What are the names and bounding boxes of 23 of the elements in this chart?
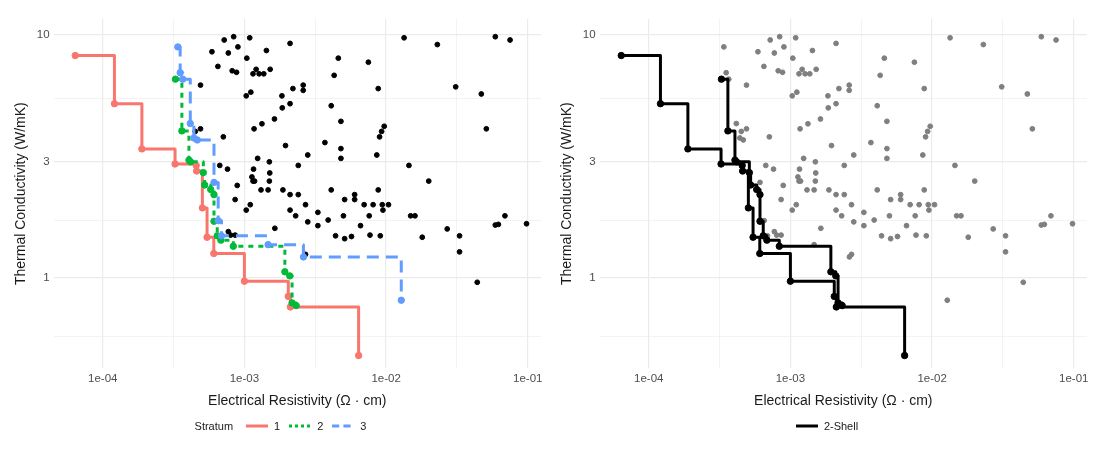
x-tick-label: 1e-01 bbox=[513, 372, 543, 385]
y-axis-title: Thermal Conductivity (W/mK) bbox=[558, 102, 575, 286]
x-tick-label: 1e-02 bbox=[917, 372, 947, 385]
x-axis-title: Electrical Resistivity (Ω · cm) bbox=[754, 392, 933, 409]
y-tick-label: 3 bbox=[589, 155, 596, 168]
y-axis-title: Thermal Conductivity (W/mK) bbox=[12, 102, 29, 286]
x-axis-title: Electrical Resistivity (Ω · cm) bbox=[208, 392, 387, 409]
x-tick-label: 1e-03 bbox=[775, 372, 806, 385]
legend-title: Stratum bbox=[194, 420, 234, 432]
x-tick-label: 1e-04 bbox=[88, 372, 119, 385]
x-tick-label: 1e-04 bbox=[634, 372, 665, 385]
y-tick-label: 3 bbox=[43, 155, 50, 168]
x-tick-label: 1e-01 bbox=[1059, 372, 1089, 385]
y-tick-label: 10 bbox=[582, 27, 596, 40]
y-tick-label: 10 bbox=[36, 27, 50, 40]
legend-label: 3 bbox=[360, 420, 367, 432]
x-tick-label: 1e-03 bbox=[229, 372, 260, 385]
y-tick-label: 1 bbox=[43, 271, 50, 284]
legend-label: 1 bbox=[274, 420, 281, 432]
x-tick-label: 1e-02 bbox=[371, 372, 401, 385]
legend-label: 2 bbox=[317, 420, 324, 432]
y-tick-label: 1 bbox=[589, 271, 596, 284]
legend-label: 2-Shell bbox=[823, 420, 859, 432]
